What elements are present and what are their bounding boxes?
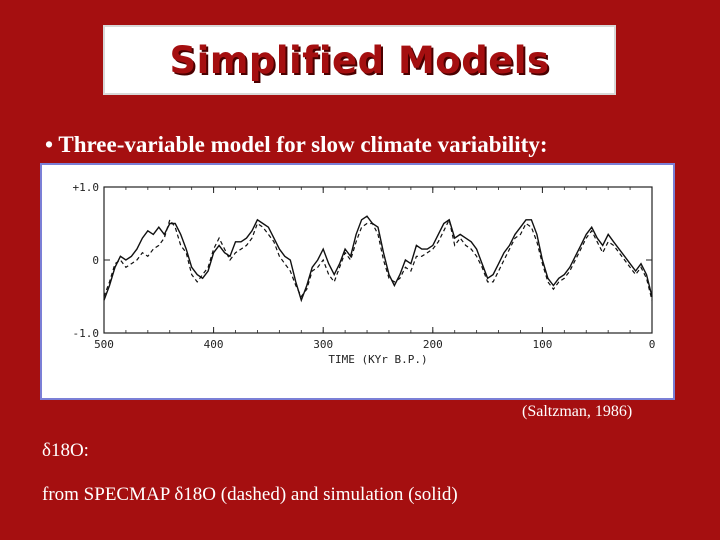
caption: from SPECMAP δ18O (dashed) and simulatio… bbox=[42, 484, 458, 505]
plot-border bbox=[103, 186, 653, 334]
title-box: Simplified Models bbox=[103, 25, 616, 95]
x-tick-label: 100 bbox=[532, 338, 552, 351]
citation: (Saltzman, 1986) bbox=[522, 403, 633, 420]
chart-ticks: 500 400 300 200 100 0 +1.0 0 -1.0 bbox=[73, 181, 656, 351]
x-tick-label: 200 bbox=[423, 338, 443, 351]
x-axis-title: TIME (KYr B.P.) bbox=[328, 353, 427, 366]
x-tick-label: 500 bbox=[94, 338, 114, 351]
chart-frame: 500 400 300 200 100 0 +1.0 0 -1.0 TIME (KYr B.P.… bbox=[40, 163, 675, 400]
x-tick-label: 300 bbox=[313, 338, 333, 351]
slide-title: Simplified Models bbox=[169, 38, 550, 82]
time-series-chart: 500 400 300 200 100 0 +1.0 0 -1.0 TIME (KYr B.P.… bbox=[73, 181, 656, 366]
series-dashed-line bbox=[103, 217, 653, 301]
y-tick-label: -1.0 bbox=[73, 327, 100, 340]
bullet-text: • Three-variable model for slow climate … bbox=[45, 132, 548, 157]
x-tick-label: 400 bbox=[204, 338, 224, 351]
chart-lines bbox=[103, 215, 653, 303]
chart-axes bbox=[103, 186, 653, 334]
y-tick-label: 0 bbox=[92, 254, 99, 267]
delta-label: δ18O: bbox=[42, 440, 89, 461]
series-solid-line bbox=[103, 215, 653, 303]
x-tick-label: 0 bbox=[649, 338, 656, 351]
y-tick-label: +1.0 bbox=[73, 181, 100, 194]
